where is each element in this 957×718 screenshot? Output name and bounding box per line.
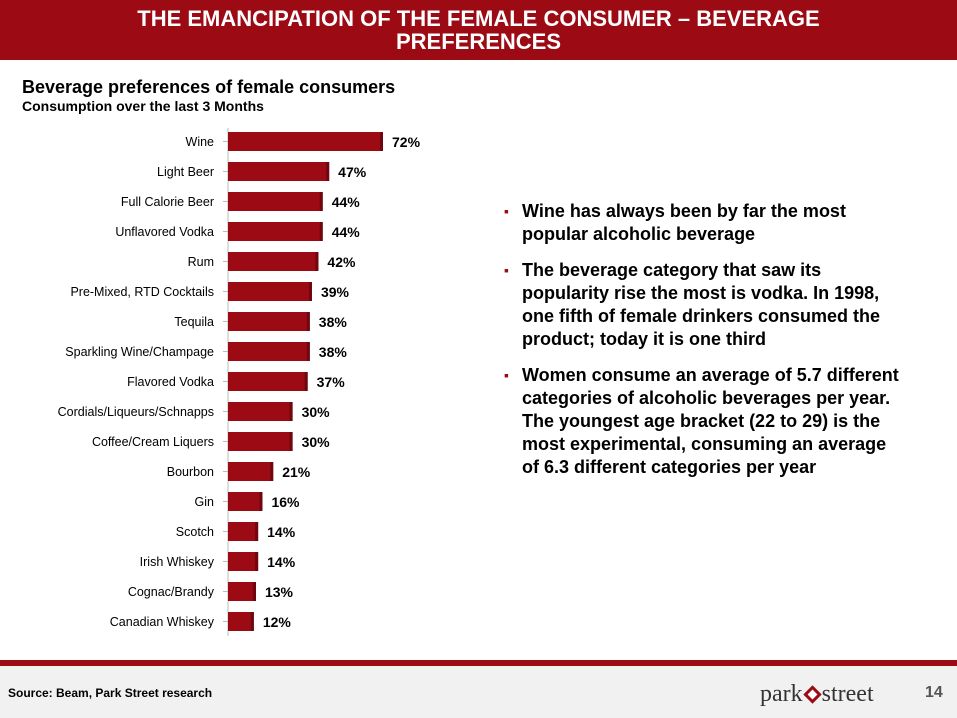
bar (228, 372, 308, 391)
bar-edge-shade (255, 552, 259, 571)
logo-text-left: park (760, 680, 803, 707)
bar-edge-shade (306, 342, 310, 361)
category-label: Unflavored Vodka (115, 225, 214, 239)
value-label: 38% (319, 344, 348, 360)
chart-title: Beverage preferences of female consumers (22, 77, 396, 97)
bar (228, 612, 254, 631)
value-label: 42% (327, 254, 356, 270)
square-bullet-icon: ▪ (504, 367, 509, 383)
category-label: Flavored Vodka (127, 375, 214, 389)
value-label: 44% (332, 194, 361, 210)
category-label: Scotch (176, 525, 214, 539)
diamond-icon (802, 684, 822, 704)
bar-edge-shade (250, 612, 254, 631)
bar (228, 522, 259, 541)
slide-title-line-1: THE EMANCIPATION OF THE FEMALE CONSUMER … (137, 6, 820, 31)
bar-edge-shade (289, 432, 293, 451)
bar (228, 132, 383, 151)
bar-edge-shade (380, 132, 383, 151)
bar (228, 552, 259, 571)
bar (228, 492, 263, 511)
park-street-logo: park street (760, 680, 874, 708)
category-label: Cordials/Liqueurs/Schnapps (58, 405, 214, 419)
bar (228, 462, 274, 481)
value-label: 39% (321, 284, 350, 300)
value-label: 14% (267, 554, 296, 570)
bar-edge-shade (255, 522, 259, 541)
bullet-list: ▪ Wine has always been by far the most p… (504, 200, 904, 492)
bar (228, 192, 323, 211)
bullet-item: ▪ The beverage category that saw its pop… (504, 259, 904, 351)
chart-subtitle: Consumption over the last 3 Months (22, 98, 264, 114)
bar-edge-shade (304, 372, 308, 391)
bar-chart: Wine 72% Light Beer 47% Full Calorie Beer 44%… (58, 128, 421, 636)
value-label: 30% (302, 404, 331, 420)
bar-edge-shade (270, 462, 274, 481)
value-label: 12% (263, 614, 292, 630)
category-label: Tequila (174, 315, 214, 329)
category-label: Rum (188, 255, 214, 269)
bullet-text: Women consume an average of 5.7 differen… (522, 365, 899, 477)
slide-title-line-2: PREFERENCES (395, 29, 562, 54)
bar (228, 162, 330, 181)
bar-edge-shade (319, 192, 323, 211)
category-label: Cognac/Brandy (128, 585, 215, 599)
category-label: Pre-Mixed, RTD Cocktails (70, 285, 214, 299)
square-bullet-icon: ▪ (504, 262, 509, 278)
category-label: Irish Whiskey (140, 555, 215, 569)
bar-edge-shade (306, 312, 310, 331)
bar-edge-shade (289, 402, 293, 421)
bar (228, 432, 293, 451)
bar (228, 342, 310, 361)
value-label: 38% (319, 314, 348, 330)
value-label: 14% (267, 524, 296, 540)
bullet-text: Wine has always been by far the most pop… (522, 201, 846, 244)
page-number: 14 (925, 684, 943, 701)
category-label: Gin (195, 495, 215, 509)
source-note: Source: Beam, Park Street research (8, 686, 213, 700)
value-label: 30% (302, 434, 331, 450)
value-label: 16% (271, 494, 300, 510)
bar-edge-shade (326, 162, 330, 181)
logo-text-right: street (821, 680, 874, 707)
value-label: 21% (282, 464, 311, 480)
square-bullet-icon: ▪ (504, 203, 509, 219)
footer-bar (0, 660, 957, 718)
bar (228, 222, 323, 241)
value-label: 47% (338, 164, 367, 180)
bar-edge-shade (308, 282, 312, 301)
category-label: Wine (186, 135, 215, 149)
value-label: 72% (392, 134, 421, 150)
bullet-item: ▪ Wine has always been by far the most p… (504, 200, 904, 246)
category-label: Sparkling Wine/Champage (65, 345, 214, 359)
bar (228, 582, 256, 601)
bar-edge-shade (319, 222, 323, 241)
category-label: Coffee/Cream Liquers (92, 435, 214, 449)
bar (228, 312, 310, 331)
value-label: 37% (317, 374, 346, 390)
bar (228, 282, 312, 301)
value-label: 13% (265, 584, 294, 600)
bullet-item: ▪ Women consume an average of 5.7 differ… (504, 364, 904, 479)
category-label: Bourbon (167, 465, 214, 479)
bullet-text: The beverage category that saw its popul… (522, 260, 881, 349)
value-label: 44% (332, 224, 361, 240)
bar-edge-shade (252, 582, 256, 601)
header-bar: THE EMANCIPATION OF THE FEMALE CONSUMER … (0, 0, 957, 60)
category-label: Full Calorie Beer (121, 195, 214, 209)
category-label: Canadian Whiskey (110, 615, 215, 629)
bar-edge-shade (315, 252, 319, 271)
bar-edge-shade (259, 492, 263, 511)
bar (228, 252, 319, 271)
category-label: Light Beer (157, 165, 214, 179)
bar (228, 402, 293, 421)
